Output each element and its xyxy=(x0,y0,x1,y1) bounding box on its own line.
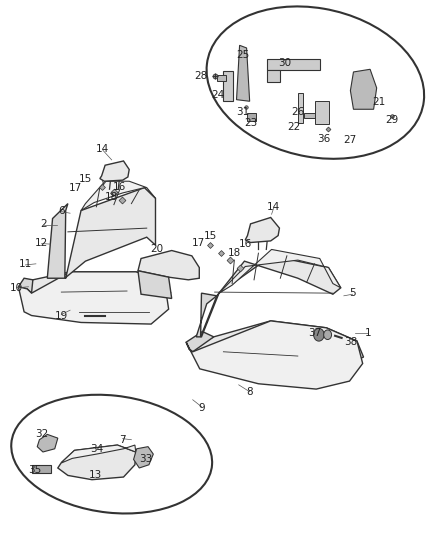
Bar xyxy=(223,71,233,101)
Bar xyxy=(298,93,303,123)
Text: 15: 15 xyxy=(79,174,92,183)
Text: 25: 25 xyxy=(237,50,250,60)
Polygon shape xyxy=(18,272,169,324)
Polygon shape xyxy=(201,256,341,337)
Polygon shape xyxy=(186,332,214,352)
Polygon shape xyxy=(138,271,172,298)
Polygon shape xyxy=(134,447,153,468)
Text: 27: 27 xyxy=(343,135,356,144)
Text: 1: 1 xyxy=(364,328,371,338)
Text: 16: 16 xyxy=(239,239,252,249)
Text: 28: 28 xyxy=(194,71,207,80)
Text: 12: 12 xyxy=(35,238,48,247)
Text: 14: 14 xyxy=(96,144,110,154)
Polygon shape xyxy=(219,249,341,293)
Polygon shape xyxy=(138,251,199,280)
Text: 29: 29 xyxy=(385,115,399,125)
Text: 23: 23 xyxy=(244,118,257,127)
Polygon shape xyxy=(27,272,171,294)
Text: 6: 6 xyxy=(58,206,65,215)
Bar xyxy=(32,465,51,473)
Text: 37: 37 xyxy=(308,328,321,338)
Polygon shape xyxy=(65,188,155,278)
Text: 33: 33 xyxy=(139,455,152,464)
Text: 5: 5 xyxy=(349,288,356,298)
Text: 17: 17 xyxy=(191,238,205,247)
Polygon shape xyxy=(47,204,68,278)
Bar xyxy=(267,59,320,70)
Text: 19: 19 xyxy=(55,311,68,320)
Text: 21: 21 xyxy=(372,98,385,107)
Text: 24: 24 xyxy=(212,90,225,100)
Polygon shape xyxy=(58,445,136,480)
Text: 8: 8 xyxy=(246,387,253,397)
Polygon shape xyxy=(81,181,155,211)
Text: 11: 11 xyxy=(19,259,32,269)
Text: 36: 36 xyxy=(318,134,331,143)
Bar xyxy=(304,113,318,118)
Text: 15: 15 xyxy=(204,231,217,240)
Circle shape xyxy=(324,330,332,340)
Text: 20: 20 xyxy=(150,245,163,254)
Text: 13: 13 xyxy=(89,471,102,480)
Text: 10: 10 xyxy=(10,283,23,293)
Text: 30: 30 xyxy=(278,58,291,68)
Polygon shape xyxy=(61,445,136,463)
Text: 2: 2 xyxy=(40,219,47,229)
Text: 17: 17 xyxy=(69,183,82,192)
Polygon shape xyxy=(189,321,364,364)
Polygon shape xyxy=(100,161,129,181)
Polygon shape xyxy=(37,434,58,452)
Polygon shape xyxy=(237,45,250,101)
Text: 35: 35 xyxy=(28,465,42,475)
Text: 16: 16 xyxy=(113,182,126,191)
Text: 9: 9 xyxy=(198,403,205,413)
Text: 32: 32 xyxy=(35,430,48,439)
Text: 7: 7 xyxy=(119,435,126,445)
Text: 31: 31 xyxy=(237,107,250,117)
Polygon shape xyxy=(18,278,33,293)
Polygon shape xyxy=(186,321,363,389)
Text: 26: 26 xyxy=(291,107,304,117)
Text: 18: 18 xyxy=(105,192,118,202)
Text: 18: 18 xyxy=(228,248,241,258)
Text: 34: 34 xyxy=(91,444,104,454)
Bar xyxy=(267,70,280,82)
Text: 38: 38 xyxy=(344,337,357,347)
Polygon shape xyxy=(245,217,279,243)
Bar xyxy=(315,101,328,124)
Polygon shape xyxy=(196,293,217,337)
Polygon shape xyxy=(350,69,377,109)
Bar xyxy=(217,75,226,81)
Circle shape xyxy=(314,328,324,341)
Bar xyxy=(247,113,256,121)
Text: 14: 14 xyxy=(267,202,280,212)
Text: 22: 22 xyxy=(288,122,301,132)
